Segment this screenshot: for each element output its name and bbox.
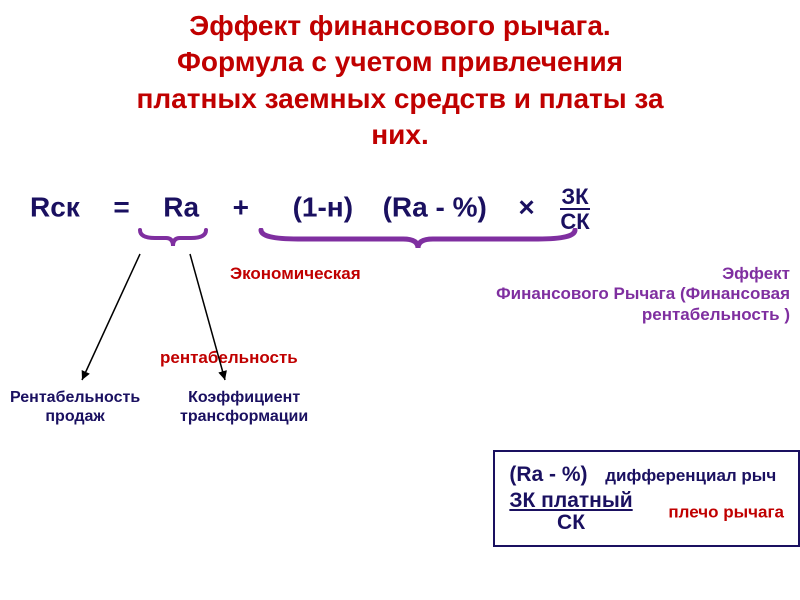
definitions-box: (Rа - %) дифференциал рыч ЗК платный СК …	[493, 450, 800, 547]
box-line-shoulder: ЗК платный СК плечо рычага	[509, 490, 784, 534]
box-fraction-num: ЗК платный	[509, 490, 632, 512]
label-sales-profitability: Рентабельность продаж	[10, 388, 140, 426]
label-sales-l2: продаж	[10, 407, 140, 426]
box-fraction: ЗК платный СК	[509, 490, 632, 534]
box-diff-expr: (Rа - %)	[509, 463, 587, 486]
box-shoulder-label: плечо рычага	[668, 503, 784, 522]
box-diff-label: дифференциал рыч	[605, 466, 776, 485]
label-transformation-coefficient: Коэффициент трансформации	[180, 388, 308, 426]
label-coef-l2: трансформации	[180, 407, 308, 426]
label-sales-l1: Рентабельность	[10, 388, 140, 407]
box-line-differential: (Rа - %) дифференциал рыч	[509, 460, 784, 490]
box-fraction-den: СК	[509, 512, 632, 534]
label-coef-l1: Коэффициент	[180, 388, 308, 407]
